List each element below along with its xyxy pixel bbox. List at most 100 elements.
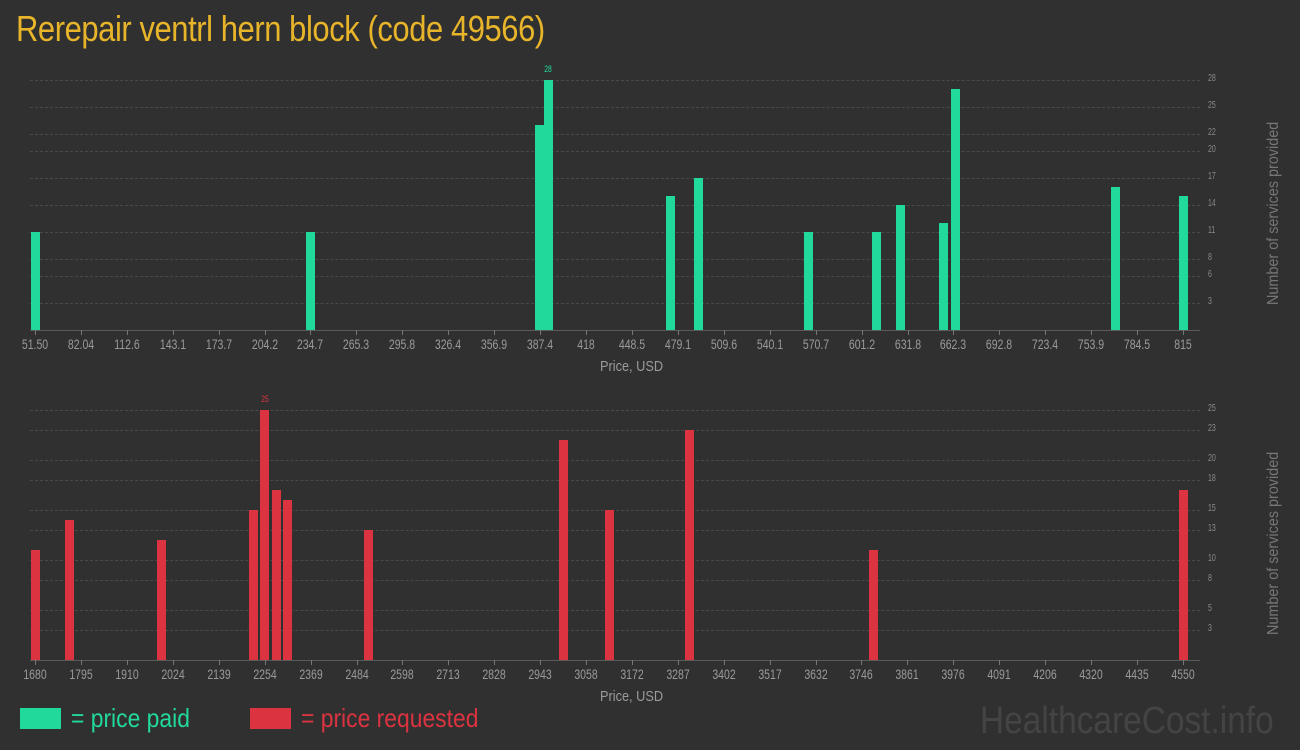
bar[interactable] (1110, 187, 1120, 330)
x-tick-mark (815, 660, 817, 665)
gridline (30, 231, 1200, 233)
x-tick-label: 509.6 (710, 336, 737, 352)
x-tick-mark (402, 660, 404, 665)
y-tick-label: 25 (1208, 99, 1216, 111)
gridline (30, 460, 1200, 461)
x-tick-mark (1045, 660, 1047, 665)
peak-value-label: 25 (260, 394, 269, 404)
bar[interactable] (804, 231, 814, 330)
x-tick-mark (907, 660, 909, 665)
bar[interactable] (30, 231, 40, 330)
x-tick-label: 3287 (666, 666, 690, 682)
x-tick-label: 326.4 (435, 336, 462, 352)
bar[interactable] (1178, 196, 1188, 330)
x-tick-label: 2713 (436, 666, 460, 682)
x-tick-mark (1137, 330, 1139, 335)
x-tick-label: 2943 (528, 666, 552, 682)
y-tick-label: 11 (1208, 224, 1216, 236)
x-tick-label: 2828 (482, 666, 506, 682)
x-tick-label: 4550 (1171, 666, 1195, 682)
y-tick-label: 14 (1208, 198, 1216, 209)
x-tick-label: 387.4 (526, 336, 554, 352)
bar[interactable] (1178, 490, 1188, 660)
bar[interactable] (871, 231, 881, 330)
x-tick-label: 1680 (23, 666, 47, 682)
x-tick-label: 815 (1174, 336, 1192, 352)
x-tick-label: 1910 (115, 666, 139, 682)
peak-value-label: 28 (544, 64, 553, 74)
bar[interactable] (64, 520, 74, 660)
bar[interactable] (543, 80, 553, 330)
x-tick-label: 692.8 (986, 336, 1013, 352)
bar[interactable] (665, 196, 675, 330)
gridline (30, 480, 1200, 481)
gridline (30, 151, 1200, 153)
bar[interactable] (271, 490, 281, 660)
x-tick-label: 2484 (344, 666, 369, 682)
x-tick-mark (1091, 660, 1092, 665)
bar[interactable] (282, 500, 292, 660)
bar[interactable] (939, 222, 949, 330)
bar[interactable] (604, 510, 614, 660)
gridline (30, 276, 1200, 278)
x-tick-label: 143.1 (159, 336, 186, 352)
y-tick-label: 25 (1208, 403, 1216, 414)
x-tick-mark (999, 330, 1001, 335)
x-tick-mark (35, 330, 36, 335)
x-tick-label: 418 (577, 336, 595, 352)
x-tick-label: 753.9 (1077, 336, 1105, 352)
gridline (30, 303, 1200, 305)
x-tick-mark (540, 660, 542, 665)
y-tick-label: 15 (1208, 503, 1216, 514)
y-tick-label: 13 (1208, 523, 1216, 534)
y-tick-label: 18 (1208, 473, 1216, 484)
watermark: HealthcareCost.info (980, 700, 1274, 742)
x-tick-label: 479.1 (664, 336, 692, 352)
x-tick-mark (218, 660, 220, 665)
x-tick-mark (35, 660, 36, 665)
legend-requested: = price requested (250, 703, 503, 734)
bar[interactable] (895, 205, 905, 330)
bar[interactable] (305, 231, 315, 330)
bar[interactable] (363, 530, 373, 660)
bar[interactable] (30, 550, 40, 660)
x-tick-mark (448, 330, 450, 335)
y-axis-title: Number of services provided (1265, 451, 1282, 635)
y-tick-label: 20 (1208, 453, 1216, 464)
bar[interactable] (534, 124, 544, 330)
gridline (30, 80, 1200, 81)
bar[interactable] (156, 540, 166, 660)
x-axis-title: Price, USD (600, 358, 664, 375)
legend-requested-label: = price requested (301, 703, 479, 733)
x-tick-mark (448, 660, 450, 665)
x-tick-label: 82.04 (67, 336, 95, 352)
y-tick-label: 17 (1208, 171, 1216, 183)
bar[interactable] (694, 178, 704, 330)
bar[interactable] (684, 430, 694, 660)
y-tick-label: 10 (1208, 553, 1216, 564)
x-tick-label: 4435 (1125, 666, 1149, 682)
gridline (30, 630, 1200, 631)
bar[interactable] (558, 440, 568, 660)
x-tick-label: 173.7 (205, 336, 232, 352)
x-tick-label: 2139 (206, 666, 231, 682)
x-axis-line (30, 660, 1200, 661)
gridline (30, 410, 1200, 411)
x-tick-mark (81, 660, 82, 665)
gridline (30, 530, 1200, 531)
y-tick-label: 5 (1208, 603, 1212, 614)
gridline (30, 133, 1200, 135)
price-paid-chart: 3 6 8 11 14 17 20 22 25 28 28 51.50 82.04 112.6 143.1 1… (0, 60, 1300, 380)
x-tick-label: 631.8 (894, 336, 921, 352)
legend-paid-label: = price paid (71, 703, 190, 733)
bar[interactable] (951, 88, 961, 330)
x-tick-mark (769, 330, 771, 335)
x-tick-mark (264, 660, 266, 665)
page-title: Rerepair ventrl hern block (code 49566) (16, 8, 545, 49)
x-tick-mark (1091, 330, 1093, 335)
bar[interactable] (260, 410, 270, 660)
x-tick-label: 784.5 (1123, 336, 1151, 352)
bar[interactable] (248, 510, 258, 660)
bar[interactable] (868, 550, 878, 660)
x-tick-label: 3861 (895, 666, 920, 682)
